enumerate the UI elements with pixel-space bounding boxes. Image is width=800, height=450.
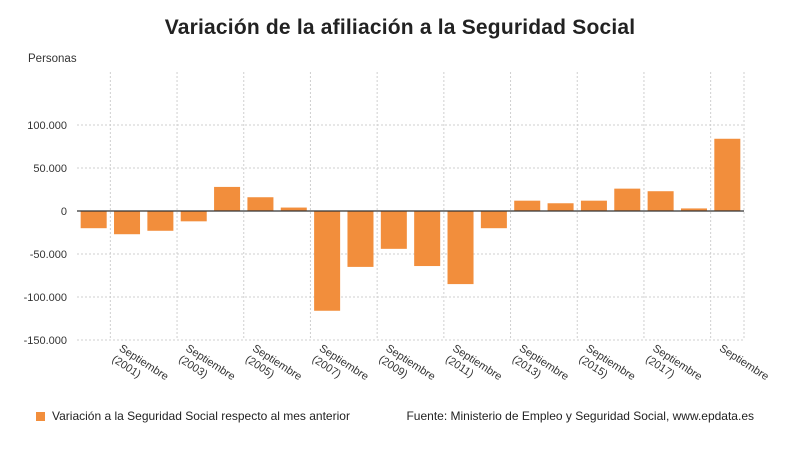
bar xyxy=(147,211,174,231)
bar xyxy=(514,200,541,211)
y-tick-label: 100.000 xyxy=(27,120,67,132)
x-tick-label: Septiembre(2001) xyxy=(110,342,171,394)
x-tick-label: Septiembre(2005) xyxy=(243,342,304,394)
source-note: Fuente: Ministerio de Empleo y Seguridad… xyxy=(406,409,754,423)
bar xyxy=(580,200,607,211)
bar xyxy=(180,211,207,222)
chart-title: Variación de la afiliación a la Segurida… xyxy=(164,16,636,39)
y-tick-label: -50.000 xyxy=(30,249,67,261)
y-tick-label: 50.000 xyxy=(33,163,67,175)
bar xyxy=(414,211,441,267)
chart-footer: Variación a la Seguridad Social respecto… xyxy=(36,409,776,429)
bar xyxy=(447,211,474,285)
bar xyxy=(314,211,341,311)
bar xyxy=(714,138,741,211)
x-tick-label: Septiembre(2007) xyxy=(310,342,371,394)
bar xyxy=(614,188,641,211)
bar xyxy=(680,208,707,211)
bar xyxy=(280,207,307,211)
y-axis-unit-label: Personas xyxy=(28,53,77,65)
legend: Variación a la Seguridad Social respecto… xyxy=(36,409,350,423)
x-tick-label: Septiembre(2015) xyxy=(577,342,638,394)
legend-label: Variación a la Seguridad Social respecto… xyxy=(52,409,350,423)
x-tick-label: Septiembre(2003) xyxy=(176,342,237,394)
bar xyxy=(80,211,107,229)
x-tick-label: Septiembre(2013) xyxy=(510,342,571,394)
legend-swatch xyxy=(36,411,45,421)
bar-chart: 100.000 50.000 0 -50.000 -100.000 -150.000 Sep… xyxy=(24,72,771,394)
bar xyxy=(214,186,241,211)
x-tick-label: Septiembre xyxy=(717,342,771,383)
x-tick-label: Septiembre(2017) xyxy=(643,342,704,394)
y-tick-label: -100.000 xyxy=(24,292,67,304)
x-tick-label: Septiembre(2011) xyxy=(443,342,504,394)
x-tick-label: Septiembre(2009) xyxy=(376,342,437,394)
bar xyxy=(347,211,374,267)
bar xyxy=(480,211,507,229)
y-tick-label: -150.000 xyxy=(24,335,67,347)
bar xyxy=(647,191,674,211)
bar xyxy=(547,203,574,211)
bar xyxy=(114,211,141,235)
bar xyxy=(247,197,274,211)
bar xyxy=(380,211,407,249)
y-tick-label: 0 xyxy=(61,206,67,218)
